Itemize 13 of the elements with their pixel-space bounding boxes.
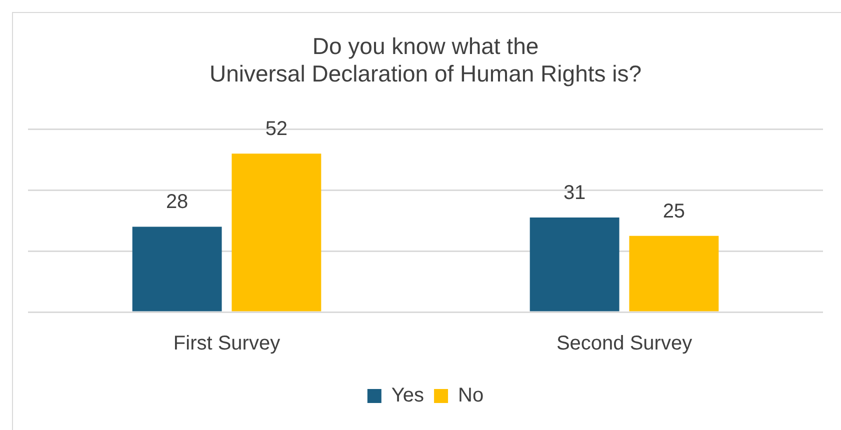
data-label: 52 — [265, 118, 288, 140]
data-label: 25 — [662, 200, 686, 222]
chart-title: Do you know what the Universal Declaration of Human Rights is? — [209, 33, 642, 87]
bar — [629, 236, 719, 312]
bar — [530, 218, 620, 312]
bar — [132, 226, 222, 312]
data-label: 28 — [166, 191, 188, 214]
data-label: 31 — [563, 182, 586, 204]
legend-label: Yes — [391, 384, 424, 407]
x-tick-label: Second Survey — [556, 332, 692, 355]
bar — [232, 154, 322, 312]
legend-label: No — [458, 384, 484, 407]
x-tick-label: First Survey — [173, 332, 280, 355]
